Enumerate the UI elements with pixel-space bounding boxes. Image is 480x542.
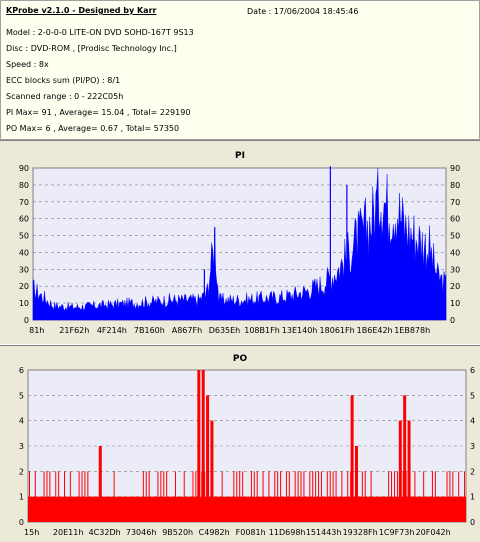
pi-ytick-right-30: 30 — [450, 265, 460, 274]
pi-ytick-left-50: 50 — [19, 232, 29, 241]
po-xtick-10: 1C9F73h — [379, 528, 415, 537]
po-ytick-left-6: 6 — [19, 366, 24, 375]
po-ytick-left-0: 0 — [19, 518, 24, 527]
po-peak-7 — [398, 420, 402, 522]
po-xtick-11: 20F042h — [416, 528, 451, 537]
po-xtick-7: 11D698h — [269, 528, 306, 537]
pi-chart-title: PI — [235, 151, 245, 161]
po-peak-0 — [98, 446, 102, 522]
po-ytick-left-3: 3 — [19, 442, 24, 451]
scan-date: Date : 17/06/2004 18:45:46 — [247, 7, 359, 16]
po-xtick-8: 151443h — [306, 528, 342, 537]
pi-xtick-1: 21F62h — [59, 326, 89, 335]
pi-ytick-right-20: 20 — [450, 282, 460, 291]
pi-area — [32, 167, 447, 321]
info-model: Model : 2-0-0-0 LITE-ON DVD SOHD-167T 9S… — [6, 28, 194, 37]
po-chart-panel: PO 0 0 1 1 2 2 3 3 4 4 5 5 6 6 15h 20E11h 4C32Dh 73046h 9B… — [0, 345, 480, 542]
po-ytick-right-2: 2 — [470, 467, 475, 476]
pi-ytick-right-80: 80 — [450, 181, 460, 190]
po-xtick-5: C4982h — [199, 528, 230, 537]
po-peak-1 — [197, 370, 201, 522]
pi-xtick-0: 81h — [29, 326, 44, 335]
pi-ytick-right-40: 40 — [450, 248, 460, 257]
po-xtick-3: 73046h — [126, 528, 157, 537]
po-peak-5 — [350, 395, 354, 522]
po-xtick-0: 15h — [24, 528, 39, 537]
po-ytick-right-1: 1 — [470, 493, 475, 502]
pi-ytick-left-0: 0 — [24, 316, 29, 325]
pi-xtick-7: 13E140h — [282, 326, 318, 335]
po-ytick-left-5: 5 — [19, 391, 24, 400]
po-ytick-right-0: 0 — [470, 518, 475, 527]
pi-ytick-right-0: 0 — [450, 316, 455, 325]
pi-chart-panel: PI 0 0 10 10 20 20 30 30 40 40 50 50 60 60 70 70 80 80 90 9… — [0, 140, 480, 344]
po-ytick-right-6: 6 — [470, 366, 475, 375]
po-peak-2 — [201, 370, 205, 522]
po-peak-6 — [355, 446, 358, 522]
info-po-stats: PO Max= 6 , Average= 0.67 , Total= 57350 — [6, 124, 180, 133]
po-xtick-4: 9B520h — [162, 528, 193, 537]
info-ecc: ECC blocks sum (PI/PO) : 8/1 — [6, 76, 121, 85]
po-peak-8 — [403, 395, 407, 522]
info-pi-stats: PI Max= 91 , Average= 15.04 , Total= 229… — [6, 108, 191, 117]
pi-ytick-left-60: 60 — [19, 215, 29, 224]
po-chart: 0 0 1 1 2 2 3 3 4 4 5 5 6 6 15h 20E11h 4C32Dh 73046h 9B520… — [19, 366, 475, 537]
pi-xtick-8: 18061Fh — [320, 326, 355, 335]
pi-xtick-4: A867Fh — [172, 326, 202, 335]
po-peak-4 — [210, 420, 214, 522]
po-ytick-right-3: 3 — [470, 442, 475, 451]
info-disc: Disc : DVD-ROM , [Prodisc Technology Inc… — [6, 44, 177, 53]
app-title: KProbe v2.1.0 - Designed by Karr — [6, 6, 157, 15]
po-chart-title: PO — [232, 354, 248, 364]
info-speed: Speed : 8x — [6, 60, 49, 69]
pi-ytick-left-10: 10 — [19, 299, 29, 308]
po-peak-3 — [206, 395, 210, 522]
pi-xtick-2: 4F214h — [97, 326, 127, 335]
pi-xtick-6: 108B1Fh — [244, 326, 280, 335]
pi-ytick-left-70: 70 — [19, 198, 29, 207]
pi-ytick-left-20: 20 — [19, 282, 29, 291]
po-ytick-left-2: 2 — [19, 467, 24, 476]
po-xtick-2: 4C32Dh — [89, 528, 121, 537]
pi-ytick-right-70: 70 — [450, 198, 460, 207]
pi-ytick-right-50: 50 — [450, 232, 460, 241]
po-xtick-1: 20E11h — [53, 528, 83, 537]
pi-ytick-left-80: 80 — [19, 181, 29, 190]
pi-xtick-10: 1EB878h — [394, 326, 430, 335]
info-panel: KProbe v2.1.0 - Designed by Karr Date : … — [0, 0, 480, 140]
pi-xtick-5: D635Eh — [209, 326, 241, 335]
info-range: Scanned range : 0 - 222C05h — [6, 92, 124, 101]
pi-xtick-3: 7B160h — [134, 326, 165, 335]
pi-ytick-left-40: 40 — [19, 248, 29, 257]
po-xtick-9: 19328Fh — [343, 528, 378, 537]
pi-ytick-left-30: 30 — [19, 265, 29, 274]
pi-ytick-right-10: 10 — [450, 299, 460, 308]
po-ytick-left-4: 4 — [19, 417, 24, 426]
po-peak-9 — [407, 420, 411, 522]
po-ytick-right-5: 5 — [470, 391, 475, 400]
po-xtick-6: F0081h — [236, 528, 266, 537]
pi-xtick-9: 1B6E42h — [357, 326, 393, 335]
pi-chart: 0 0 10 10 20 20 30 30 40 40 50 50 60 60 70 70 80 80 90 90 81… — [19, 164, 460, 335]
pi-ytick-left-90: 90 — [19, 164, 29, 173]
po-ytick-left-1: 1 — [19, 493, 24, 502]
pi-ytick-right-90: 90 — [450, 164, 460, 173]
pi-ytick-right-60: 60 — [450, 215, 460, 224]
po-ytick-right-4: 4 — [470, 417, 475, 426]
